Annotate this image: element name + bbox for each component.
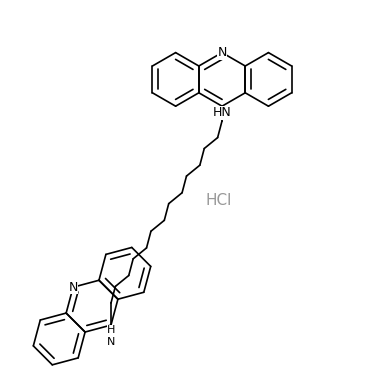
Text: H
N: H N: [107, 325, 115, 347]
Text: HN: HN: [212, 106, 232, 119]
Text: HCl: HCl: [206, 193, 232, 208]
Text: N: N: [217, 46, 227, 59]
Text: N: N: [68, 281, 78, 294]
